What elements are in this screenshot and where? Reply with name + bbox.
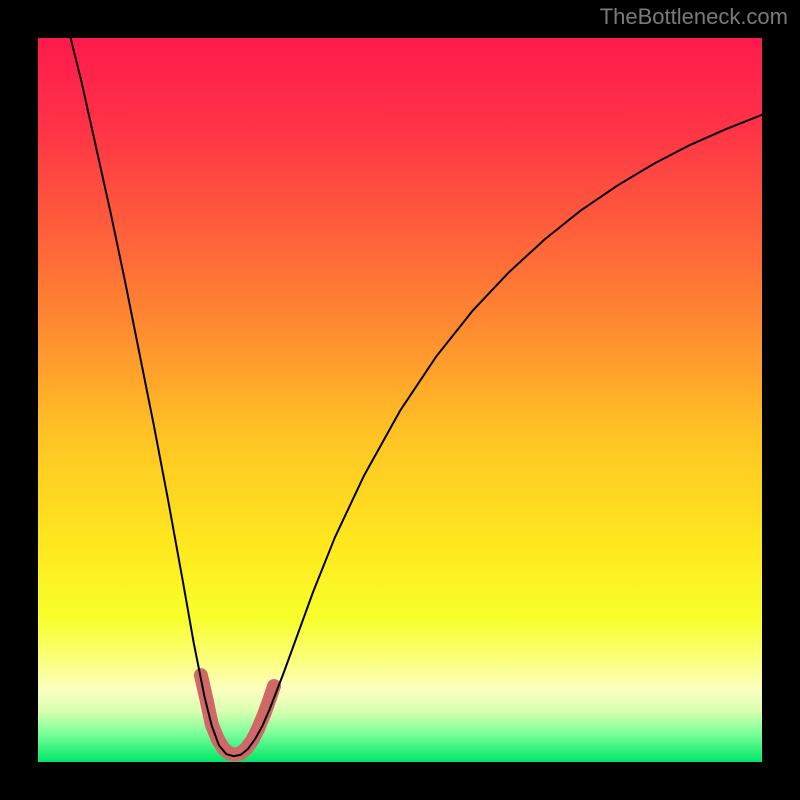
curve-layer: [38, 38, 762, 762]
highlight-segment: [201, 675, 274, 755]
watermark-text: TheBottleneck.com: [600, 4, 788, 30]
plot-area: [38, 38, 762, 762]
bottleneck-curve: [71, 38, 762, 756]
